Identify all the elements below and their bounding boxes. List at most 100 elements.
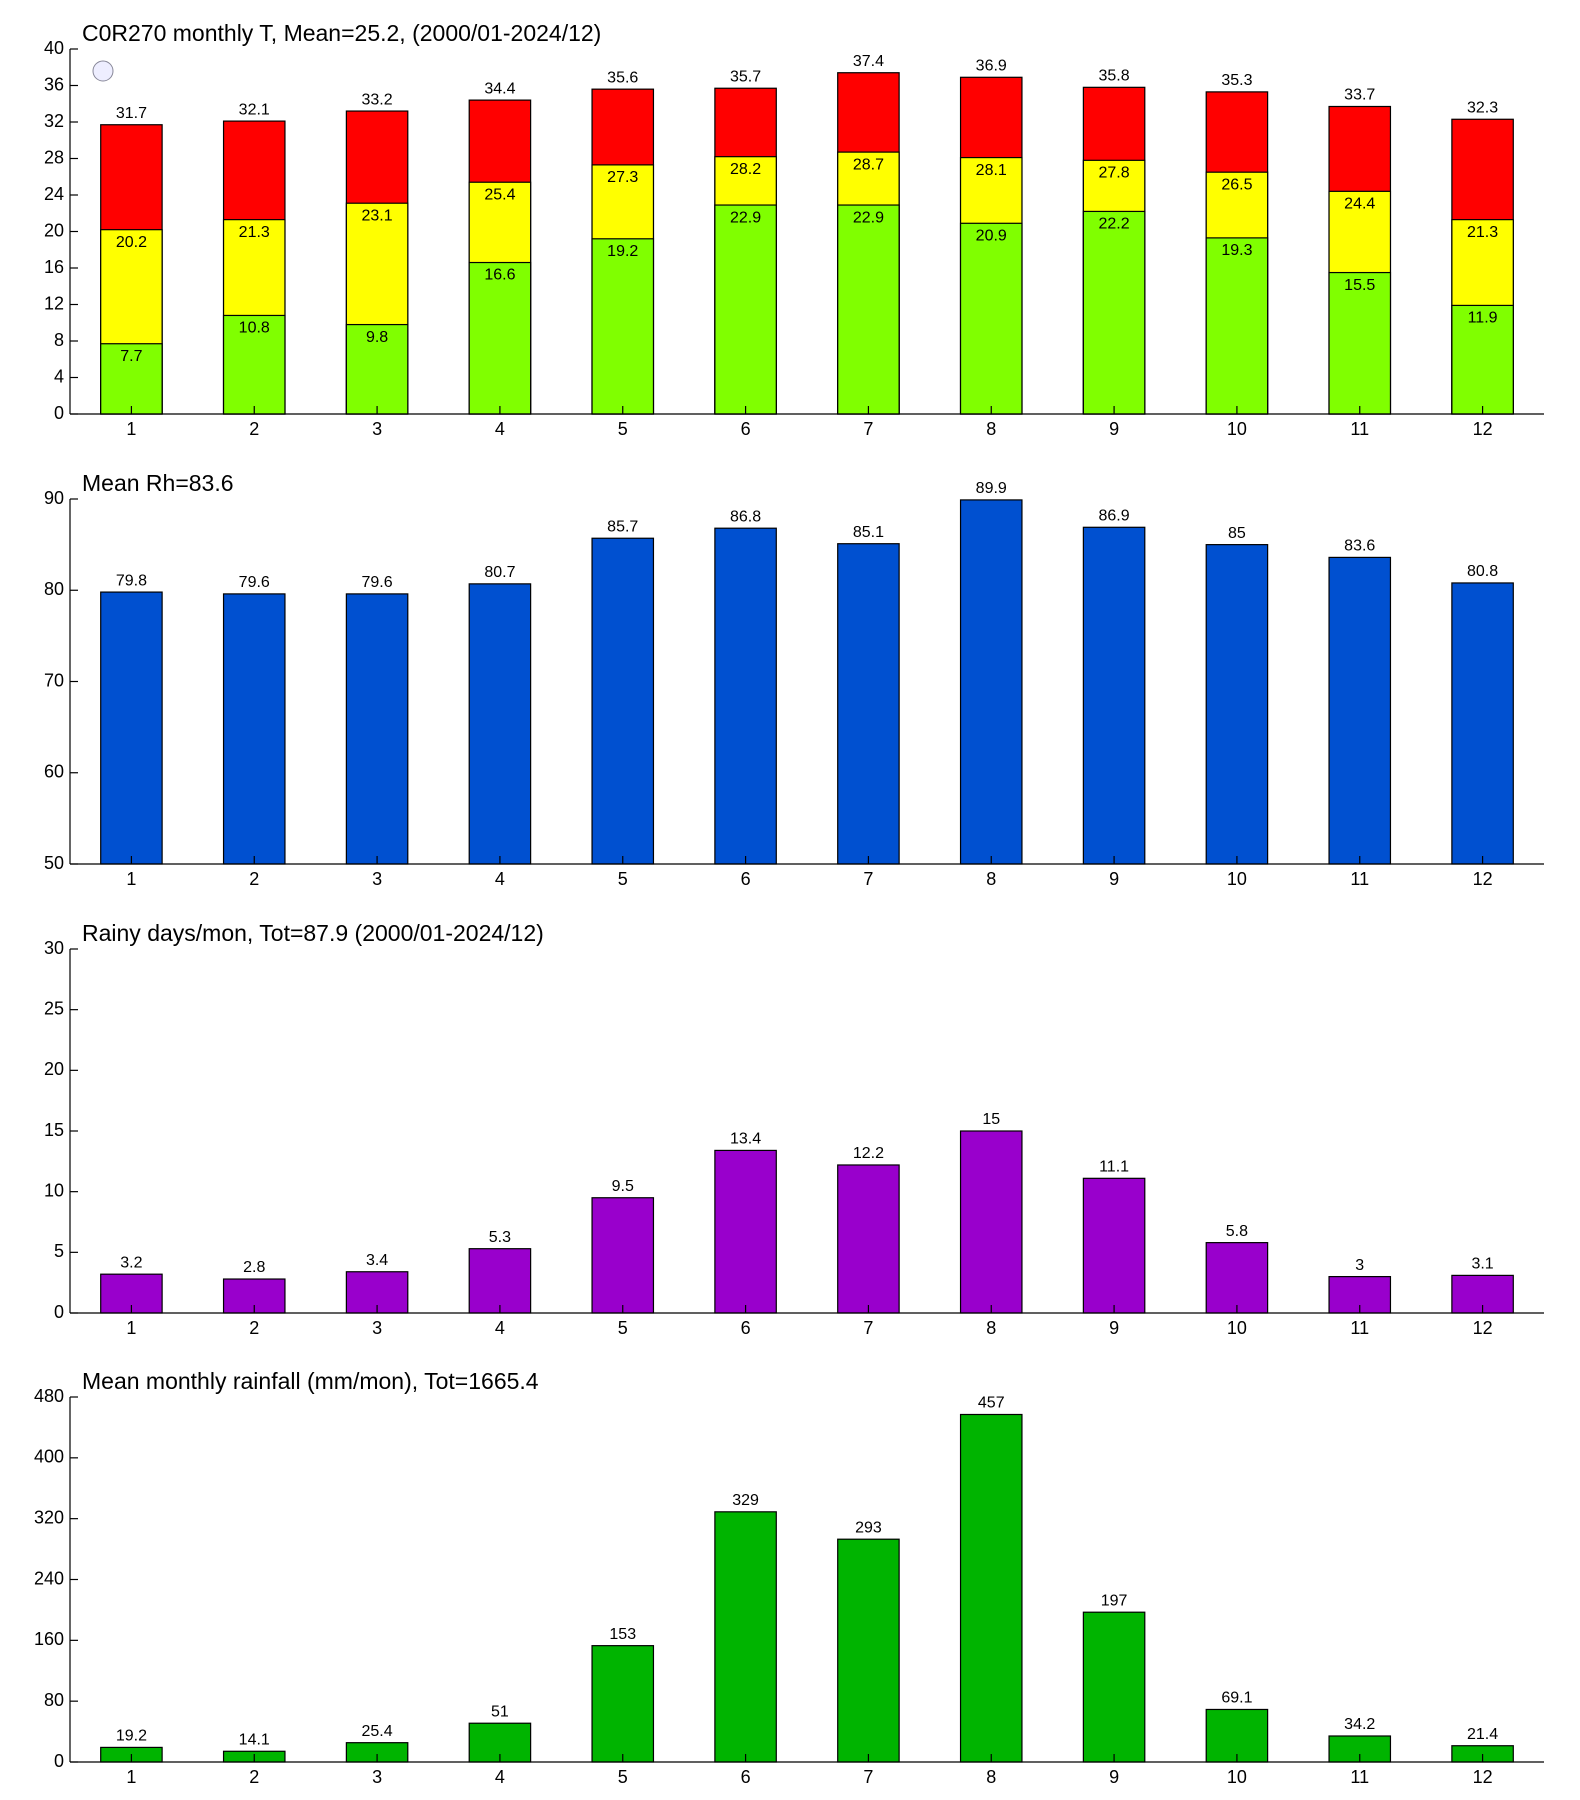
x-tick-label: 4 (495, 1318, 505, 1338)
value-label: 19.2 (116, 1728, 147, 1745)
value-label: 11.1 (1099, 1159, 1129, 1176)
chart-title: Rainy days/mon, Tot=87.9 (2000/01-2024/1… (82, 920, 544, 946)
y-tick-label: 0 (54, 403, 64, 423)
value-label: 35.7 (730, 68, 761, 85)
x-tick-label: 5 (618, 1767, 628, 1787)
x-tick-label: 10 (1227, 1318, 1247, 1338)
x-tick-label: 9 (1109, 1767, 1119, 1787)
y-tick-label: 80 (44, 579, 64, 599)
x-tick-label: 9 (1109, 869, 1119, 889)
value-label: 457 (978, 1395, 1005, 1412)
value-label: 5.8 (1226, 1223, 1248, 1240)
value-label: 15.5 (1344, 277, 1375, 294)
x-tick-label: 12 (1473, 869, 1493, 889)
value-label: 33.7 (1344, 87, 1375, 104)
y-tick-label: 60 (44, 762, 64, 782)
y-tick-label: 20 (44, 1059, 64, 1079)
x-tick-label: 3 (372, 1318, 382, 1338)
x-tick-label: 9 (1109, 1318, 1119, 1338)
y-tick-label: 4 (54, 366, 64, 386)
bar (1205, 237, 1269, 415)
bar (591, 238, 655, 415)
bar (959, 499, 1023, 865)
bar (1205, 544, 1269, 865)
bar (591, 537, 655, 865)
x-tick-label: 11 (1350, 1318, 1369, 1338)
y-tick-label: 160 (34, 1629, 64, 1649)
bar (714, 1149, 777, 1314)
x-tick-label: 10 (1227, 419, 1247, 439)
y-tick-label: 0 (54, 1751, 64, 1771)
value-label: 37.4 (853, 53, 884, 70)
bar (1082, 210, 1146, 415)
y-tick-label: 10 (44, 1180, 64, 1200)
x-tick-label: 2 (249, 1767, 259, 1787)
x-tick-label: 1 (126, 419, 136, 439)
value-label: 13.4 (730, 1131, 761, 1148)
value-label: 3.4 (366, 1252, 388, 1269)
bar (591, 1645, 655, 1763)
x-tick-label: 10 (1227, 869, 1247, 889)
value-label: 3.2 (120, 1254, 142, 1271)
y-tick-label: 320 (34, 1507, 64, 1527)
x-tick-label: 1 (126, 1318, 136, 1338)
value-label: 26.5 (1221, 176, 1252, 193)
x-tick-label: 7 (863, 1767, 873, 1787)
value-label: 3 (1355, 1257, 1364, 1274)
x-tick-label: 11 (1350, 419, 1369, 439)
bar (959, 1130, 1023, 1314)
value-label: 31.7 (116, 105, 147, 122)
value-label: 7.7 (120, 348, 142, 365)
value-label: 11.9 (1468, 310, 1498, 327)
bar (1328, 271, 1392, 415)
bar (468, 1248, 532, 1314)
bar (714, 527, 777, 865)
value-label: 15 (982, 1111, 1000, 1128)
x-tick-label: 2 (249, 869, 259, 889)
bar (1451, 582, 1514, 865)
value-label: 22.9 (853, 209, 884, 226)
x-tick-label: 7 (863, 1318, 873, 1338)
value-label: 69.1 (1221, 1690, 1252, 1707)
x-tick-label: 6 (741, 1318, 751, 1338)
value-label: 21.4 (1467, 1726, 1498, 1743)
bar (222, 1278, 286, 1314)
value-label: 21.3 (1467, 224, 1498, 241)
y-tick-label: 40 (44, 38, 64, 58)
y-tick-label: 0 (54, 1302, 64, 1322)
chart-title: C0R270 monthly T, Mean=25.2, (2000/01-20… (82, 20, 601, 46)
value-label: 28.2 (730, 161, 761, 178)
y-tick-label: 400 (34, 1447, 64, 1467)
x-tick-label: 7 (863, 869, 873, 889)
x-tick-label: 2 (249, 1318, 259, 1338)
x-tick-label: 3 (372, 419, 382, 439)
bar (345, 323, 409, 415)
bar (959, 222, 1023, 415)
y-tick-label: 240 (34, 1568, 64, 1588)
value-label: 20.9 (976, 228, 1007, 245)
value-label: 86.8 (730, 508, 761, 525)
bar (714, 1511, 777, 1763)
value-label: 197 (1101, 1592, 1128, 1609)
bar (1205, 1708, 1269, 1763)
bar (468, 261, 532, 415)
chart-title: Mean Rh=83.6 (82, 470, 234, 496)
value-label: 89.9 (976, 480, 1007, 497)
y-tick-label: 12 (44, 293, 64, 313)
y-tick-label: 50 (44, 853, 64, 873)
value-label: 85.1 (853, 524, 884, 541)
y-tick-label: 28 (44, 147, 64, 167)
value-label: 33.2 (362, 91, 393, 108)
x-tick-label: 1 (126, 869, 136, 889)
value-label: 28.7 (853, 156, 884, 173)
value-label: 12.2 (853, 1145, 884, 1162)
value-label: 9.8 (366, 329, 388, 346)
y-tick-label: 8 (54, 330, 64, 350)
y-tick-label: 16 (44, 257, 64, 277)
x-tick-label: 3 (372, 1767, 382, 1787)
x-tick-label: 7 (863, 419, 873, 439)
y-tick-label: 80 (44, 1690, 64, 1710)
bar (345, 593, 409, 865)
value-label: 79.6 (239, 574, 270, 591)
x-tick-label: 5 (618, 1318, 628, 1338)
